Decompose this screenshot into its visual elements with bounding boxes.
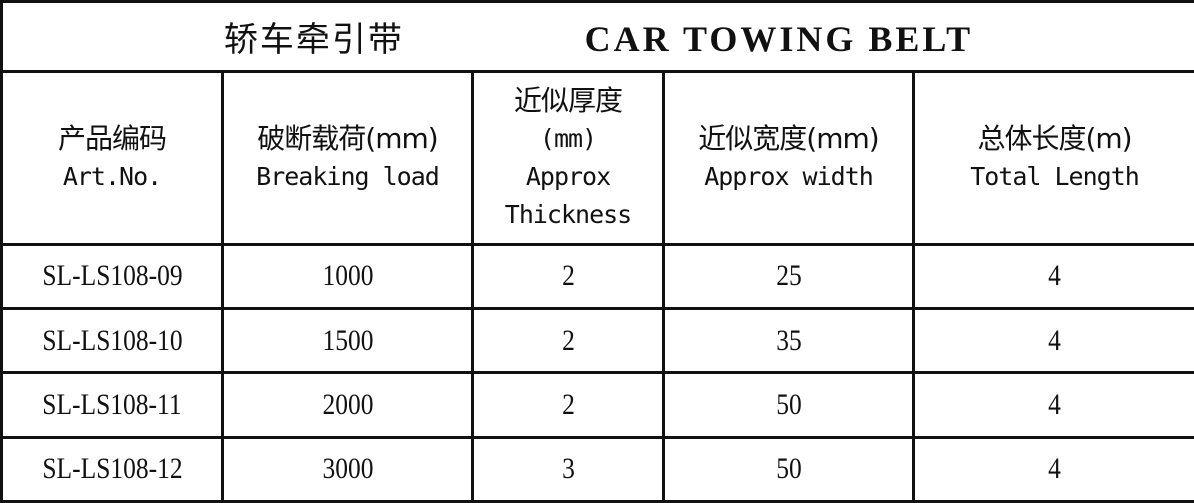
table-row: SL-LS108-12 3000 3 50 4 (0, 435, 1194, 503)
header-en: Breaking load (256, 162, 440, 192)
header-length: 总体长度(m) Total Length (911, 70, 1194, 246)
header-width: 近似宽度(mm) Approx width (662, 70, 915, 246)
cell-width: 50 (662, 371, 915, 439)
cell-breaking-load: 1000 (221, 242, 474, 311)
cell-length: 4 (911, 307, 1194, 375)
cell-length: 4 (911, 435, 1194, 503)
header-en: (mm) (539, 124, 597, 154)
table-row: SL-LS108-10 1500 2 35 4 (0, 307, 1194, 375)
cell-breaking-load: 1500 (221, 307, 474, 375)
header-breaking-load: 破断载荷(mm) Breaking load (221, 70, 474, 246)
cell-breaking-load: 2000 (221, 371, 474, 439)
title-en: CAR TOWING BELT (584, 19, 974, 60)
cell-length: 4 (911, 371, 1194, 439)
header-en: Thickness (504, 200, 632, 230)
header-en: Approx width (704, 162, 874, 192)
cell-thickness: 3 (471, 435, 665, 503)
title-row: 轿车牵引带 CAR TOWING BELT (0, 0, 1194, 74)
cell-art-no: SL-LS108-11 (0, 371, 224, 439)
header-row: 产品编码 Art.No. 破断载荷(mm) Breaking load 近似厚度 (m… (0, 70, 1194, 246)
header-cn: 近似厚度 (513, 84, 623, 118)
cell-width: 25 (662, 242, 915, 311)
cell-thickness: 2 (471, 371, 665, 439)
title-cn: 轿车牵引带 (223, 20, 404, 61)
header-en: Art.No. (62, 162, 162, 192)
cell-art-no: SL-LS108-10 (0, 307, 224, 375)
table-title: 轿车牵引带 CAR TOWING BELT (0, 0, 1194, 74)
header-en: Total Length (970, 162, 1140, 192)
cell-art-no: SL-LS108-12 (0, 435, 224, 503)
header-cn: 近似宽度(mm) (698, 122, 879, 156)
header-cn: 产品编码 (57, 122, 167, 156)
cell-width: 50 (662, 435, 915, 503)
cell-thickness: 2 (471, 242, 665, 311)
header-en: Approx (525, 162, 611, 192)
header-thickness: 近似厚度 (mm) Approx Thickness (471, 70, 665, 246)
header-art-no: 产品编码 Art.No. (0, 70, 224, 246)
cell-length: 4 (911, 242, 1194, 311)
cell-breaking-load: 3000 (221, 435, 474, 503)
cell-art-no: SL-LS108-09 (0, 242, 224, 311)
cell-thickness: 2 (471, 307, 665, 375)
header-cn: 破断载荷(mm) (257, 122, 438, 156)
table-row: SL-LS108-11 2000 2 50 4 (0, 371, 1194, 439)
cell-width: 35 (662, 307, 915, 375)
table-row: SL-LS108-09 1000 2 25 4 (0, 242, 1194, 311)
header-cn: 总体长度(m) (977, 122, 1132, 156)
